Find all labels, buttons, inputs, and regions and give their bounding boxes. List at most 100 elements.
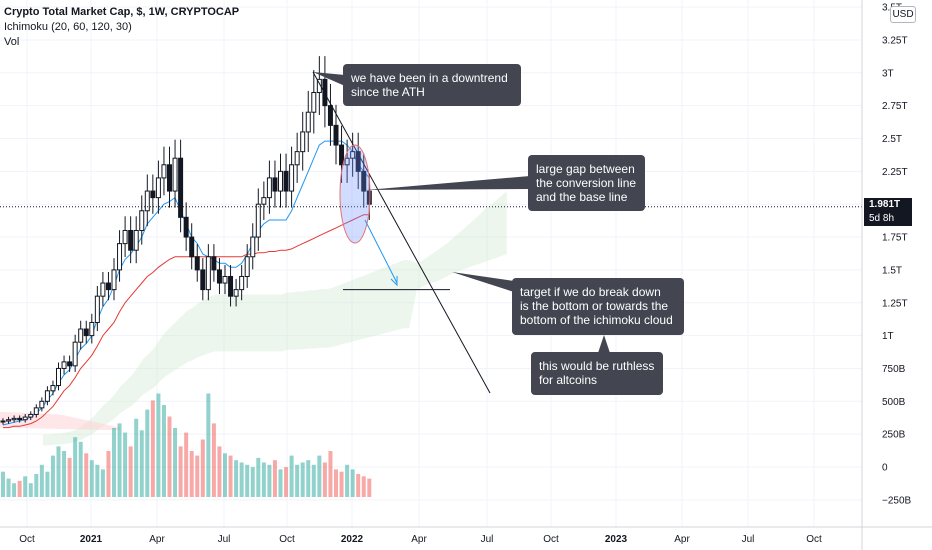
- volume-bar: [200, 439, 205, 497]
- legend-indicator[interactable]: Ichimoku (20, 60, 120, 30): [4, 21, 132, 33]
- volume-bar: [50, 455, 55, 497]
- annotation-line: for altcoins: [539, 373, 598, 387]
- y-tick-label: 2.75T: [882, 101, 908, 112]
- volume-bar: [211, 423, 216, 497]
- candle-body: [294, 151, 300, 166]
- legend-volume[interactable]: Vol: [4, 36, 20, 48]
- candle-body: [333, 124, 339, 146]
- candle-body: [266, 177, 272, 199]
- volume-bar: [139, 430, 144, 497]
- volume-bar: [228, 455, 233, 497]
- volume-bar: [345, 464, 350, 497]
- annotation-altcoins[interactable]: this would be ruthless for altcoins: [531, 352, 663, 395]
- candle-body: [239, 275, 245, 291]
- annotation-gap[interactable]: large gap between the conversion line an…: [528, 155, 645, 211]
- x-tick-label: Apr: [411, 534, 427, 545]
- target-arrow-head: [390, 276, 398, 287]
- candle-body: [161, 164, 167, 179]
- y-tick-label: 0: [882, 463, 888, 474]
- candle-body: [322, 78, 328, 107]
- y-tick-label: 3.25T: [882, 35, 908, 46]
- volume-bar: [289, 455, 294, 497]
- last-price-tag: 1.981T 5d 8h: [864, 198, 912, 226]
- annotation-line: this would be ruthless: [539, 359, 655, 373]
- candle-body: [250, 236, 256, 258]
- y-tick-label: 500B: [882, 397, 906, 408]
- candle-body: [283, 170, 289, 192]
- volume-bar: [322, 462, 327, 497]
- y-tick-label: −250B: [882, 495, 912, 506]
- y-tick-label: 1.5T: [882, 265, 902, 276]
- annotation-target[interactable]: target if we do break down is the bottom…: [512, 278, 684, 335]
- volume-bar: [78, 441, 83, 497]
- volume-bar: [161, 405, 166, 497]
- volume-bar: [184, 432, 189, 497]
- candle-body: [28, 413, 34, 418]
- currency-button[interactable]: USD: [890, 6, 916, 23]
- candle-body: [155, 177, 161, 199]
- volume-bar: [134, 418, 139, 497]
- x-tick-label: Oct: [279, 534, 295, 545]
- volume-bar: [256, 457, 261, 497]
- volume-bar: [45, 471, 50, 497]
- volume-bar: [84, 453, 89, 497]
- volume-bar: [28, 483, 33, 497]
- y-tick-label: 2.5T: [882, 134, 902, 145]
- volume-bar: [34, 474, 39, 497]
- highlight-ellipse: [339, 144, 371, 244]
- candle-body: [44, 390, 50, 402]
- legend-symbol[interactable]: Crypto Total Market Cap, $, 1W, CRYPTOCA…: [4, 6, 240, 18]
- candle-body: [61, 361, 67, 369]
- volume-bar: [300, 462, 305, 497]
- time-axis: Oct 2021 Apr Jul Oct 2022 Apr Jul Oct 2023 Apr Jul O…: [0, 526, 932, 545]
- annotation-line: since the ATH: [351, 85, 425, 99]
- volume-bar: [223, 453, 227, 497]
- volume-bar: [306, 460, 311, 497]
- candle-body: [189, 236, 195, 258]
- volume-bar: [173, 428, 178, 497]
- volume-bar: [117, 423, 122, 497]
- candle-body: [22, 416, 28, 421]
- volume-bar: [272, 460, 277, 497]
- volume-bar: [334, 469, 338, 497]
- candle-body: [117, 243, 123, 271]
- candle-body: [50, 385, 56, 392]
- volume-bar: [167, 416, 172, 497]
- annotation-downtrend[interactable]: we have been in a downtrend since the AT…: [343, 64, 521, 106]
- volume-bar: [250, 467, 255, 497]
- annotation-pointer: [452, 272, 514, 292]
- volume-bar: [6, 478, 11, 497]
- candle-body: [0, 420, 6, 423]
- x-tick-label: 2023: [605, 534, 628, 545]
- candle-body: [355, 151, 361, 172]
- candle-body: [216, 269, 222, 284]
- volume-bar: [284, 467, 289, 497]
- volume-bar: [100, 469, 105, 497]
- volume-bar: [106, 451, 111, 497]
- volume-bar: [295, 464, 300, 497]
- price-axis: 3.5T3.25T3T2.75T2.5T2.25T2T1.75T1.5T1.25…: [861, 0, 912, 550]
- y-tick-label: 3T: [882, 68, 894, 79]
- volume-bar: [123, 432, 128, 497]
- volume-bar: [23, 476, 28, 497]
- candle-body: [122, 229, 128, 245]
- candle-body: [361, 170, 367, 192]
- base-line: [3, 214, 370, 429]
- candle-body: [178, 157, 184, 218]
- volume-bar: [62, 451, 67, 497]
- candle-body: [172, 157, 178, 192]
- candle-body: [94, 295, 100, 323]
- annotation-line: large gap between: [536, 162, 635, 176]
- x-tick-label: Jul: [481, 534, 494, 545]
- volume-bar: [12, 483, 17, 497]
- candle-body: [11, 417, 17, 421]
- volume-bars: [1, 393, 372, 497]
- candle-body: [139, 210, 145, 231]
- volume-bar: [217, 446, 222, 497]
- annotation-line: is the bottom or towards the: [520, 299, 669, 313]
- volume-bar: [128, 446, 133, 497]
- volume-bar: [311, 464, 316, 497]
- volume-bar: [178, 446, 183, 497]
- volume-bar: [195, 455, 200, 497]
- candle-body: [327, 105, 333, 126]
